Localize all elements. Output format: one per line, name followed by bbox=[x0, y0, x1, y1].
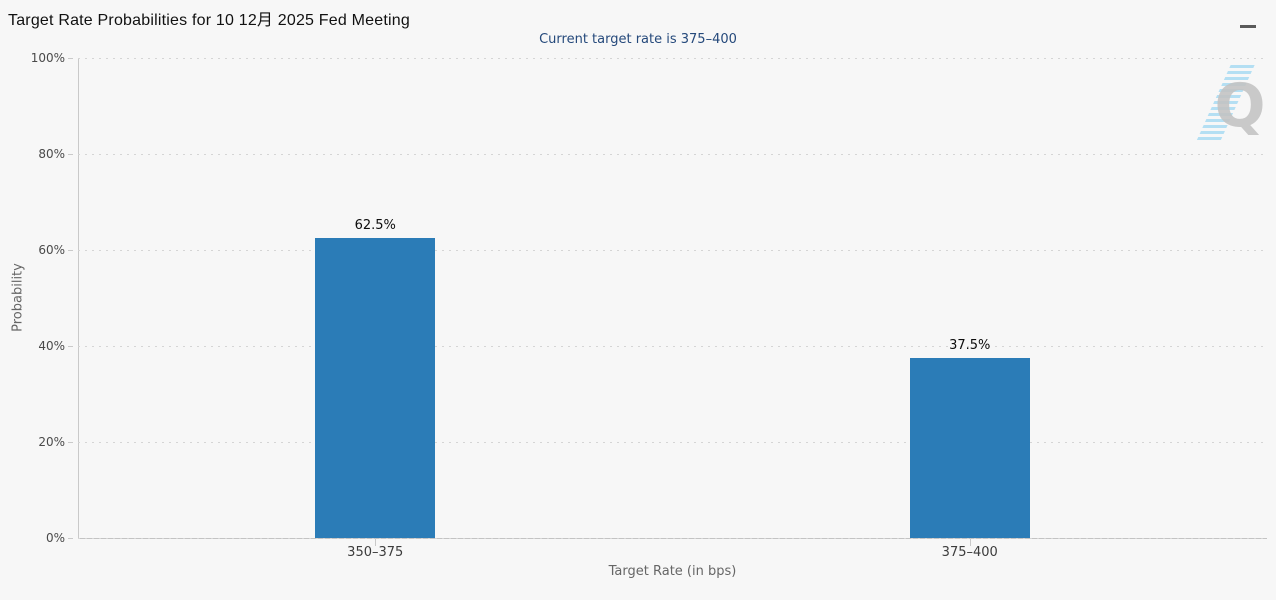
x-tick-mark bbox=[969, 538, 971, 546]
y-tick-mark bbox=[68, 153, 73, 155]
y-axis-title: Probability bbox=[10, 263, 26, 332]
x-axis-line bbox=[78, 538, 1267, 539]
y-tick-label: 80% bbox=[38, 147, 65, 161]
y-tick-mark bbox=[68, 441, 73, 443]
gridline-60 bbox=[78, 249, 1267, 251]
gridline-100 bbox=[78, 57, 1267, 59]
x-category-label: 375–400 bbox=[941, 545, 998, 560]
bar-value-label: 62.5% bbox=[354, 218, 396, 233]
y-tick-label: 100% bbox=[30, 51, 65, 65]
y-axis-line bbox=[78, 58, 79, 538]
y-tick-label: 60% bbox=[38, 243, 65, 257]
y-tick-label: 20% bbox=[38, 435, 65, 449]
y-tick-mark bbox=[68, 537, 73, 539]
bar-375–400[interactable] bbox=[909, 358, 1030, 538]
chart-subtitle: Current target rate is 375–400 bbox=[539, 32, 737, 47]
y-tick-mark bbox=[68, 249, 73, 251]
y-tick-label: 40% bbox=[38, 339, 65, 353]
gridline-20 bbox=[78, 441, 1267, 443]
bar-value-label: 37.5% bbox=[949, 338, 991, 353]
gridline-80 bbox=[78, 153, 1267, 155]
y-axis-labels: 0% 20% 40% 60% 80% 100% bbox=[0, 51, 73, 545]
x-category-label: 350–375 bbox=[347, 545, 404, 560]
y-tick-mark bbox=[68, 57, 73, 59]
gridline-40 bbox=[78, 345, 1267, 347]
gridline-0 bbox=[78, 537, 1267, 539]
y-tick-label: 0% bbox=[45, 531, 65, 545]
x-axis-title: Target Rate (in bps) bbox=[608, 564, 737, 579]
hamburger-menu-button[interactable] bbox=[1237, 8, 1259, 28]
bar-350–375[interactable] bbox=[315, 238, 436, 538]
x-tick-mark bbox=[375, 538, 377, 546]
plot-area: 62.5% 37.5% bbox=[78, 57, 1267, 539]
y-tick-mark bbox=[68, 345, 73, 347]
chart-title: Target Rate Probabilities for 10 12月 202… bbox=[8, 12, 410, 29]
